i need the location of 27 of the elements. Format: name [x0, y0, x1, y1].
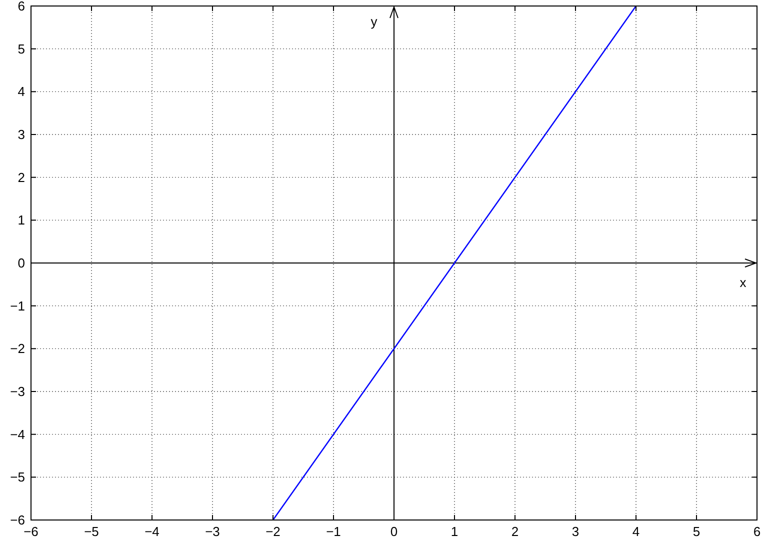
x-tick-label: −3 — [205, 524, 220, 539]
y-tick-label: 3 — [18, 127, 25, 142]
y-tick-label: −4 — [10, 426, 25, 442]
x-tick-label: 3 — [572, 524, 580, 539]
y-tick-label: 2 — [18, 170, 25, 185]
x-tick-label: 2 — [511, 524, 519, 539]
x-tick-label: 6 — [753, 524, 761, 539]
y-tick-label: −3 — [10, 384, 25, 399]
x-tick-label: −4 — [144, 524, 160, 539]
y-tick-label: −6 — [10, 512, 25, 528]
y-tick-label: −1 — [10, 298, 25, 314]
x-tick-label: −1 — [326, 524, 341, 539]
y-axis-title: y — [370, 14, 378, 29]
y-tick-label: 0 — [18, 256, 25, 270]
y-tick-label: 1 — [18, 212, 25, 228]
x-tick-label: 5 — [692, 524, 700, 539]
y-tick-label: 5 — [18, 41, 25, 56]
x-tick-label: −2 — [266, 524, 280, 539]
y-tick-label: 4 — [18, 84, 25, 100]
x-axis-title: x — [740, 275, 747, 290]
x-tick-label: −5 — [84, 524, 99, 539]
y-tick-label: −2 — [10, 341, 25, 356]
y-tick-label: −5 — [10, 470, 25, 485]
x-tick-label: 1 — [450, 524, 458, 539]
x-tick-label: 4 — [632, 524, 640, 539]
y-tick-label: 6 — [18, 0, 25, 14]
x-tick-label: 0 — [390, 524, 398, 539]
